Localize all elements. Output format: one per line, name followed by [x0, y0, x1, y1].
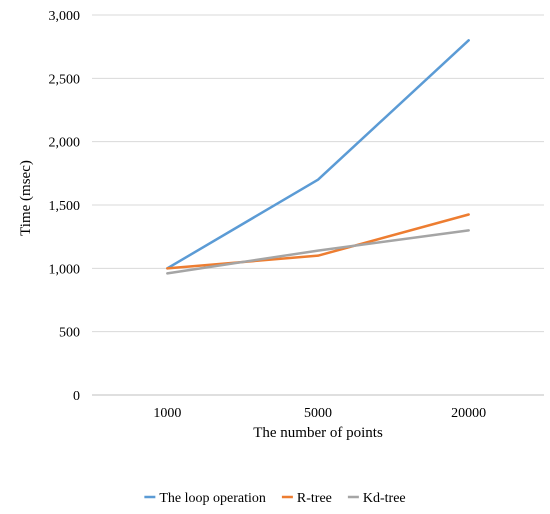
legend-label: R-tree: [297, 491, 332, 506]
legend: The loop operation R-tree Kd-tree: [144, 491, 406, 506]
x-tick-label: 5000: [304, 406, 332, 421]
y-tick-label: 2,500: [49, 72, 81, 87]
x-tick-label: 20000: [451, 406, 486, 421]
series-lines: [166, 39, 470, 275]
y-tick-label: 1,500: [49, 199, 81, 214]
y-axis-title: Time (msec): [18, 160, 34, 236]
x-tick-label: 1000: [153, 406, 181, 421]
gridlines: [92, 14, 544, 396]
y-tick-label: 2,000: [49, 136, 81, 151]
y-tick-label: 0: [73, 389, 80, 404]
y-tick-label: 1,000: [49, 262, 81, 277]
x-tick-labels: 1000 5000 20000: [153, 406, 486, 421]
y-tick-label: 3,000: [49, 9, 81, 24]
y-tick-label: 500: [59, 326, 80, 341]
legend-label: The loop operation: [159, 491, 266, 506]
series-line-kd-tree: [166, 229, 470, 275]
legend-label: Kd-tree: [363, 491, 406, 506]
series-line-r-tree: [166, 213, 470, 270]
series-line-the-loop-operation: [166, 39, 470, 270]
y-tick-labels: 0 500 1,000 1,500 2,000 2,500 3,000: [49, 9, 81, 404]
x-axis-title: The number of points: [253, 425, 383, 441]
